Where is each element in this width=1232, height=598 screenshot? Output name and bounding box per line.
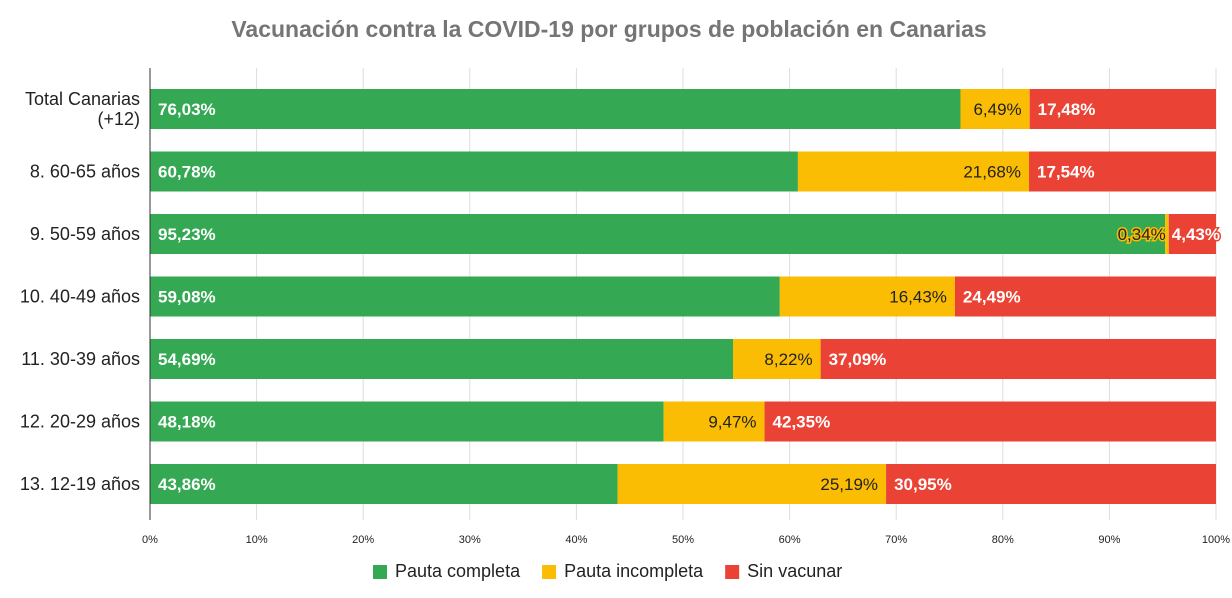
x-tick-label: 20% (352, 534, 374, 546)
category-label: 11. 30-39 años (21, 349, 140, 369)
bar-segment (1029, 151, 1216, 192)
category-label: 8. 60-65 años (30, 162, 140, 182)
category-label: Total Canarias (+12) (25, 89, 140, 129)
legend-label: Pauta completa (395, 561, 521, 581)
x-tick-label: 80% (992, 534, 1014, 546)
x-tick-label: 40% (565, 534, 587, 546)
bar-value-label: 42,35% (773, 413, 831, 432)
bar-segment (150, 401, 664, 442)
bar-value-label: 30,95% (894, 475, 952, 494)
bar-segment (150, 276, 780, 317)
bar-value-label: 21,68% (963, 163, 1021, 182)
bar-value-label: 37,09% (829, 350, 887, 369)
category-label: 10. 40-49 años (20, 287, 140, 307)
bar-value-label: 54,69% (158, 350, 216, 369)
legend[interactable]: Pauta completa Pauta incompleta Sin vacuna… (373, 561, 842, 581)
bar-segment (150, 151, 798, 192)
bar-segment (960, 89, 1030, 129)
bar-value-label: 8,22% (764, 350, 812, 369)
bar-segment (797, 151, 1030, 192)
x-tick-label: 0% (142, 534, 158, 546)
bar-value-label: 24,49% (963, 288, 1021, 307)
legend-swatch (542, 565, 557, 579)
category-label: 12. 20-29 años (20, 412, 140, 432)
legend-item[interactable]: Pauta completa (373, 561, 521, 581)
bar-value-label: 4,43% (1172, 225, 1220, 244)
bar-segment (886, 464, 1216, 504)
bar-segment (1165, 214, 1169, 254)
bar-segment (1029, 89, 1216, 129)
bar-value-label: 76,03% (158, 100, 216, 119)
bar-value-label: 6,49% (973, 100, 1021, 119)
legend-item[interactable]: Pauta incompleta (542, 561, 704, 581)
legend-swatch (725, 565, 740, 579)
legend-label: Sin vacunar (747, 561, 842, 581)
category-label: 9. 50-59 años (30, 224, 140, 244)
bars (150, 89, 1216, 504)
bar-segment (1168, 214, 1216, 254)
bar-value-label: 43,86% (158, 475, 216, 494)
bar-segment (764, 401, 1216, 442)
legend-label: Pauta incompleta (564, 561, 704, 581)
bar-value-label: 17,54% (1037, 163, 1095, 182)
legend-swatch (373, 565, 387, 579)
bar-value-label: 16,43% (889, 288, 947, 307)
x-tick-label: 100% (1202, 534, 1230, 546)
bar-value-label: 0,34% (1118, 225, 1166, 244)
bar-segment (732, 339, 821, 379)
bar-segment (150, 464, 618, 504)
bar-value-label: 95,23% (158, 225, 216, 244)
x-tick-label: 30% (459, 534, 481, 546)
legend-item[interactable]: Sin vacunar (725, 561, 842, 581)
bar-value-label: 60,78% (158, 163, 216, 182)
bar-value-label: 48,18% (158, 413, 216, 432)
bar-value-label: 59,08% (158, 288, 216, 307)
bar-segment (150, 214, 1166, 254)
bar-segment (779, 276, 955, 317)
bar-labels: 76,03% 6,49% 17,48% 60,78% 21,68% 17,54% 95,23… (158, 100, 1221, 494)
bar-value-label: 9,47% (708, 413, 756, 432)
chart-title: Vacunación contra la COVID-19 por grupos… (231, 16, 987, 42)
bar-value-label: 25,19% (820, 475, 878, 494)
bar-segment (617, 464, 887, 504)
bar-value-label: 17,48% (1038, 100, 1096, 119)
x-tick-label: 10% (246, 534, 268, 546)
axes: 0% 10% 20% 30% 40% 50% 60% 70% 80% 90% 100% Total C… (20, 68, 1230, 546)
x-tick-label: 60% (779, 534, 801, 546)
bar-segment (820, 339, 1216, 379)
x-tick-label: 90% (1098, 534, 1120, 546)
bar-segment (150, 339, 733, 379)
x-tick-label: 50% (672, 534, 694, 546)
category-label: 13. 12-19 años (20, 474, 140, 494)
bar-segment (954, 276, 1216, 317)
bar-segment (663, 401, 765, 442)
x-tick-label: 70% (885, 534, 907, 546)
bar-segment (150, 89, 961, 129)
